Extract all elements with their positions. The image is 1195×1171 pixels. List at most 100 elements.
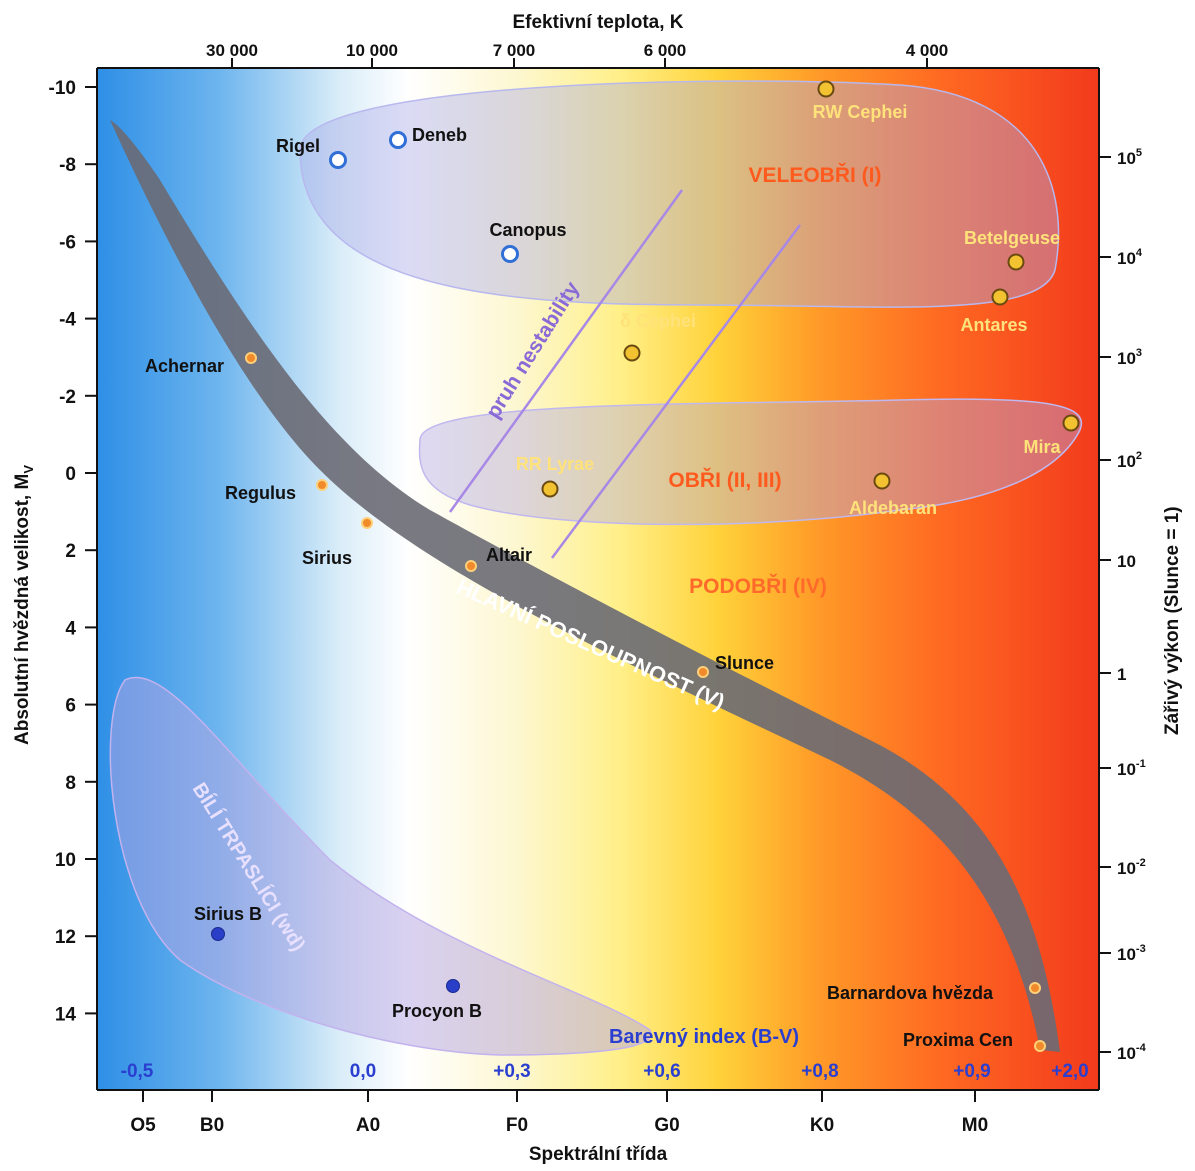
star-marker-rigel [329,151,347,169]
luminosity-base: 10 [1117,760,1136,779]
x-tick-label: F0 [506,1115,528,1136]
luminosity-exponent: -4 [1136,1042,1147,1054]
star-marker-altair [465,560,477,572]
star-marker-achernar [245,352,257,364]
luminosity-exponent: -1 [1136,758,1146,770]
x-tick-label: A0 [356,1115,380,1136]
star-marker-deneb [389,131,407,149]
y-tick-label: 4 [65,618,76,639]
luminosity-base: 1 [1117,665,1126,684]
y-tick-label: -8 [59,155,76,176]
temperature-tick-label: 7 000 [493,41,536,60]
temperature-tick-label: 30 000 [206,41,258,60]
star-marker-aldebaran [873,472,891,490]
luminosity-base: 10 [1117,452,1136,471]
star-marker-rw-cephei [817,80,835,98]
luminosity-base: 10 [1117,349,1136,368]
y-tick-label: -4 [59,310,76,331]
star-marker-regulus [316,479,328,491]
star-label-slunce: Slunce [715,653,774,673]
label-subgiants: PODOBŘI (IV) [689,574,827,598]
luminosity-base: 10 [1117,945,1136,964]
luminosity-tick-label: 10-4 [1117,1042,1147,1063]
y-tick-label: -10 [49,78,76,99]
label-supergiants: VELEOBŘI (I) [748,163,881,187]
y-tick-label: -2 [59,387,76,408]
star-label-barnardova-hv-zda: Barnardova hvězda [827,983,994,1003]
luminosity-exponent: 2 [1136,450,1142,462]
luminosity-tick-label: 10-2 [1117,857,1146,878]
axes: -10-8-6-4-20246810121410510410310210110-… [49,41,1147,1136]
luminosity-exponent: 3 [1136,347,1142,359]
temperature-tick-label: 10 000 [346,41,398,60]
luminosity-exponent: 5 [1136,147,1142,159]
instability-strip-line-right [550,224,802,559]
luminosity-base: 10 [1117,552,1136,571]
luminosity-base: 10 [1117,859,1136,878]
luminosity-tick-label: 10 [1117,552,1136,571]
star-markers: RW Cephei Deneb Rigel Canopus Betelgeuse Anta… [145,80,1080,1052]
color-index-tick-label: +2,0 [1051,1061,1089,1082]
top-axis-title: Efektivní teplota, K [512,12,683,33]
star-marker-canopus [501,245,519,263]
color-index-title: Barevný index (B-V) [609,1026,799,1048]
luminosity-tick-label: 104 [1117,247,1143,268]
star-label-altair: Altair [486,545,532,565]
temperature-tick-label: 6 000 [644,41,687,60]
y-tick-label: 2 [65,541,76,562]
color-index-tick-label: +0,9 [953,1061,991,1082]
star-label-regulus: Regulus [225,483,296,503]
x-tick-label: K0 [810,1115,834,1136]
luminosity-exponent: 4 [1136,247,1143,259]
luminosity-tick-label: 105 [1117,147,1142,168]
color-index-tick-label: 0,0 [350,1061,376,1082]
star-label-sirius: Sirius [302,548,352,568]
star-label-proxima-cen: Proxima Cen [903,1030,1013,1050]
color-index-tick-label: +0,3 [493,1061,531,1082]
y-tick-label: 8 [65,773,76,794]
star-label-sirius-b: Sirius B [194,904,262,924]
color-index-tick-label: -0,5 [121,1061,154,1082]
x-tick-label: M0 [962,1115,988,1136]
x-tick-label: B0 [200,1115,224,1136]
star-label-procyon-b: Procyon B [392,1001,482,1021]
y-tick-label: -6 [59,232,76,253]
color-index-tick-label: +0,8 [801,1061,839,1082]
star-marker-sirius [361,517,373,529]
color-index-tick-label: +0,6 [643,1061,681,1082]
y-tick-label: 6 [65,696,76,717]
star-label-mira: Mira [1023,437,1061,457]
luminosity-base: 10 [1117,1044,1136,1063]
star-marker-barnardova-hv-zda [1029,982,1041,994]
giant-region [418,398,1083,526]
y-axis-title-subscript: V [21,465,36,474]
star-label-canopus: Canopus [489,220,566,240]
white-dwarf-region [109,676,652,1056]
star-marker--cephei [623,344,641,362]
x-tick-label: G0 [654,1115,679,1136]
y-axis-title: Absolutní hvězdná velikost, MV [12,465,36,745]
star-marker-slunce [697,666,709,678]
y-tick-label: 10 [55,850,76,871]
y-tick-label: 0 [65,464,76,485]
star-marker-procyon-b [446,979,460,993]
right-axis-title: Zářivý výkon (Slunce = 1) [1162,506,1183,735]
luminosity-base: 10 [1117,149,1136,168]
star-label--cephei: δ Cephei [620,311,696,331]
star-label-rw-cephei: RW Cephei [813,102,908,122]
luminosity-exponent: -2 [1136,857,1146,869]
luminosity-tick-label: 102 [1117,450,1142,471]
luminosity-tick-label: 10-1 [1117,758,1146,779]
y-tick-label: 14 [55,1004,77,1025]
star-marker-antares [991,288,1009,306]
temperature-tick-label: 4 000 [906,41,949,60]
star-label-deneb: Deneb [412,125,467,145]
star-label-aldebaran: Aldebaran [849,498,937,518]
star-marker-mira [1062,414,1080,432]
luminosity-exponent: -3 [1136,943,1146,955]
label-giants: OBŘI (II, III) [668,468,781,492]
star-label-betelgeuse: Betelgeuse [964,228,1060,248]
star-label-rr-lyrae: RR Lyrae [516,454,594,474]
y-tick-label: 12 [55,927,76,948]
